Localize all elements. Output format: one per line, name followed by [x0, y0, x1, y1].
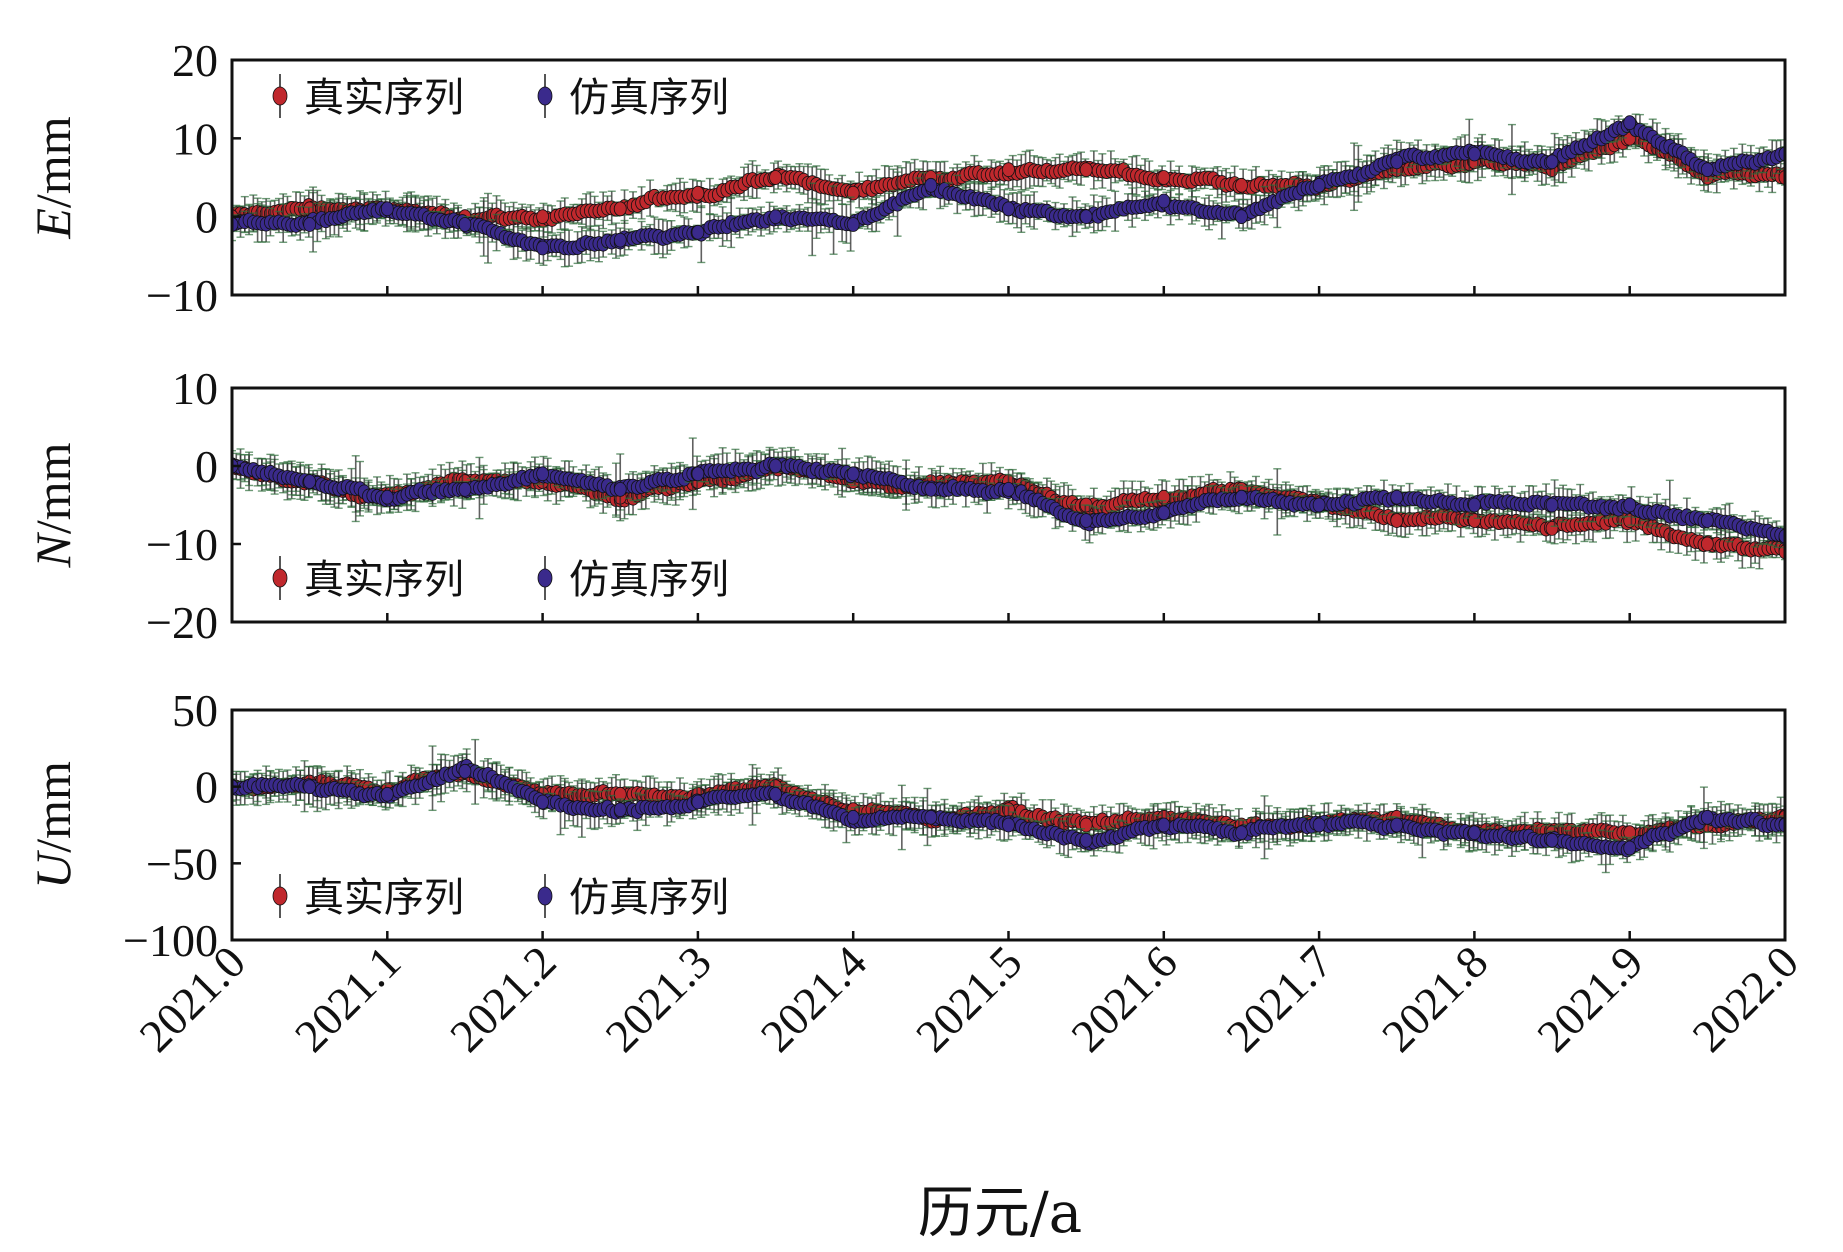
series-simulated-n: [232, 437, 1785, 553]
legend-marker: [272, 86, 288, 106]
anchor-point: [1623, 115, 1637, 131]
anchor-point: [1545, 154, 1559, 170]
series-simulated-e: [232, 113, 1785, 268]
anchor-point: [691, 185, 705, 201]
y-axis-label-unit: /mm: [25, 116, 81, 208]
legend-item-real: 真实序列: [272, 74, 464, 121]
anchor-point: [613, 201, 627, 217]
anchor-point: [536, 240, 549, 256]
anchor-point: [1079, 209, 1093, 225]
legend: 真实序列 仿真序列: [272, 74, 729, 121]
anchor-point: [769, 170, 782, 185]
legend-label: 仿真序列: [569, 75, 729, 121]
anchor-point: [924, 177, 938, 193]
anchor-point: [380, 201, 394, 217]
anchor-point: [769, 209, 782, 225]
anchor-point: [1002, 162, 1015, 178]
anchor-point: [303, 217, 317, 232]
y-tick-label: −10: [146, 270, 218, 321]
anchor-point: [1235, 209, 1248, 225]
anchor-point: [1545, 521, 1559, 536]
y-tick-label: 0: [195, 192, 218, 243]
anchor-point: [691, 224, 705, 240]
anchor-point: [1312, 177, 1326, 193]
anchor-point: [1002, 201, 1015, 217]
anchor-point: [1390, 154, 1404, 170]
anchor-point: [1235, 177, 1248, 193]
anchor-point: [846, 185, 860, 201]
anchor-point: [1468, 146, 1481, 162]
anchor-point: [1079, 162, 1093, 178]
anchor-point: [846, 217, 860, 232]
legend-item-simulated: 仿真序列: [537, 74, 729, 121]
y-axis-label-component: E: [25, 208, 81, 240]
anchor-point: [613, 232, 627, 248]
anchor-point: [1157, 170, 1171, 185]
anchor-point: [536, 209, 549, 225]
y-tick-label: 20: [172, 35, 218, 86]
anchor-point: [1390, 513, 1404, 528]
y-tick-label: 10: [172, 113, 218, 164]
anchor-point: [1700, 162, 1714, 178]
panel-e: −10 0 10 20 E/mm 真实序列 仿真序列: [25, 35, 1787, 321]
panel-n-data: [232, 437, 1785, 570]
y-axis-label: E/mm: [25, 116, 81, 239]
anchor-point: [1157, 193, 1171, 209]
anchor-point: [1700, 536, 1714, 552]
anchor-point: [458, 217, 472, 232]
legend-label: 真实序列: [304, 75, 464, 121]
panel-e-data: [232, 113, 1785, 268]
legend-marker: [537, 86, 553, 106]
